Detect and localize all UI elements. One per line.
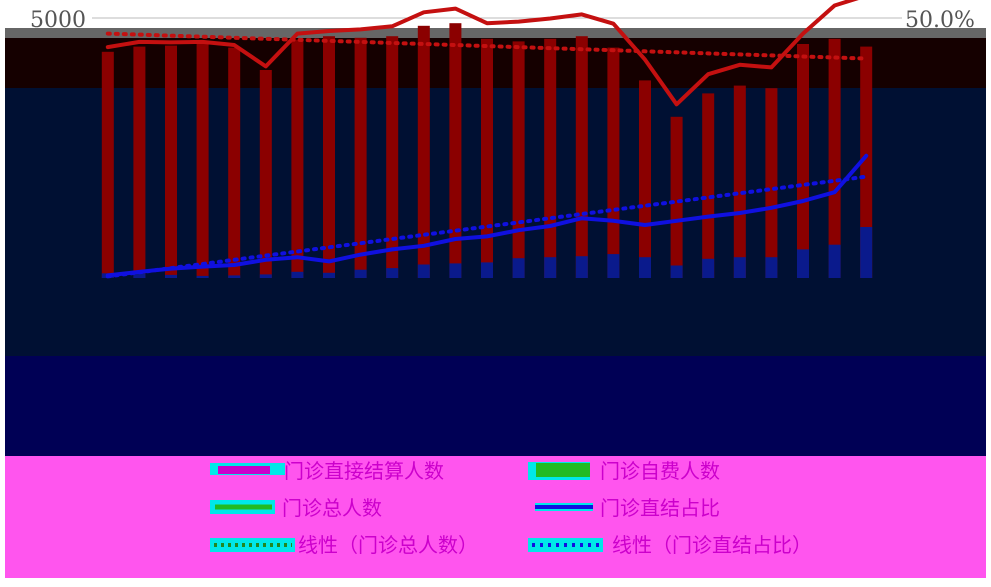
bar-direct-16 bbox=[607, 47, 620, 278]
bar-direct-14 bbox=[544, 38, 557, 278]
series-line-2 bbox=[105, 0, 859, 107]
left-axis-top-label: 5000 bbox=[30, 8, 86, 33]
legend-label-ratio-trend: 线性（门诊直结占比） bbox=[612, 533, 812, 557]
legend-item-ratio: 门诊直结占比 bbox=[535, 496, 720, 520]
series-line-5 bbox=[105, 174, 869, 279]
chart-frame bbox=[5, 28, 986, 38]
bar-self-pay-19 bbox=[702, 258, 715, 278]
bar-self-pay-13 bbox=[512, 258, 525, 278]
legend-swatch-total-trend bbox=[210, 538, 295, 552]
bar-direct-8 bbox=[354, 37, 367, 278]
bar-self-pay-24 bbox=[860, 227, 873, 278]
bar-self-pay-18 bbox=[670, 265, 683, 278]
bar-direct-0 bbox=[101, 51, 114, 278]
bar-self-pay-15 bbox=[575, 256, 588, 278]
legend-swatch-direct-fill bbox=[218, 466, 270, 474]
legend-item-total: 门诊总人数 bbox=[210, 496, 382, 520]
bar-direct-23 bbox=[828, 38, 841, 278]
bar-self-pay-1 bbox=[133, 273, 146, 278]
bar-self-pay-10 bbox=[417, 264, 430, 278]
legend-item-total-trend: 线性（门诊总人数） bbox=[210, 533, 478, 557]
bar-self-pay-17 bbox=[639, 257, 651, 278]
legend-label-self-pay: 门诊自费人数 bbox=[600, 459, 720, 483]
legend: 门诊直接结算人数 门诊自费人数 门诊总人数 门诊直结占比 线性（门诊总人数） bbox=[210, 459, 812, 557]
series-line-4 bbox=[105, 31, 869, 61]
bar-direct-9 bbox=[386, 36, 399, 279]
bar-self-pay-14 bbox=[544, 257, 557, 278]
bar-direct-3 bbox=[196, 44, 209, 278]
bar-self-pay-4 bbox=[228, 275, 241, 278]
bar-direct-22 bbox=[797, 44, 809, 278]
legend-label-direct: 门诊直接结算人数 bbox=[284, 459, 444, 483]
bar-direct-17 bbox=[639, 80, 651, 279]
legend-area bbox=[5, 456, 986, 578]
bar-self-pay-3 bbox=[196, 275, 209, 278]
category-band-2 bbox=[5, 356, 986, 456]
bar-direct-11 bbox=[449, 23, 462, 279]
legend-label-total: 门诊总人数 bbox=[282, 496, 382, 520]
bar-self-pay-16 bbox=[607, 254, 620, 278]
bar-direct-12 bbox=[481, 38, 493, 278]
legend-label-total-trend: 线性（门诊总人数） bbox=[298, 533, 478, 557]
bar-direct-15 bbox=[575, 36, 588, 279]
bar-direct-18 bbox=[670, 116, 683, 278]
bar-direct-19 bbox=[702, 93, 715, 279]
bars bbox=[101, 23, 873, 279]
bar-self-pay-11 bbox=[449, 263, 462, 278]
bar-self-pay-2 bbox=[165, 274, 177, 278]
bar-self-pay-8 bbox=[354, 269, 367, 278]
bar-self-pay-7 bbox=[323, 272, 335, 278]
legend-swatch-self-pay-fill bbox=[536, 463, 590, 477]
bar-self-pay-6 bbox=[291, 271, 304, 278]
lines bbox=[105, 0, 869, 279]
bar-direct-7 bbox=[323, 36, 335, 279]
bar-self-pay-5 bbox=[259, 274, 272, 278]
category-band bbox=[5, 286, 986, 356]
legend-item-self-pay: 门诊自费人数 bbox=[528, 459, 720, 483]
bar-self-pay-23 bbox=[828, 244, 841, 278]
series-line-3 bbox=[105, 153, 869, 278]
legend-item-ratio-trend: 线性（门诊直结占比） bbox=[528, 533, 812, 557]
bar-direct-6 bbox=[291, 39, 304, 278]
legend-item-direct: 门诊直接结算人数 bbox=[210, 459, 444, 483]
bar-self-pay-22 bbox=[797, 249, 809, 278]
bar-direct-4 bbox=[228, 47, 241, 278]
bar-direct-24 bbox=[860, 46, 873, 278]
bar-direct-21 bbox=[765, 88, 778, 278]
bar-direct-2 bbox=[165, 45, 177, 278]
bar-self-pay-20 bbox=[733, 257, 746, 278]
bar-direct-20 bbox=[733, 85, 746, 278]
bar-self-pay-9 bbox=[386, 268, 399, 278]
bar-direct-5 bbox=[259, 70, 272, 278]
bar-direct-1 bbox=[133, 46, 146, 278]
bar-self-pay-12 bbox=[481, 262, 493, 278]
legend-label-ratio: 门诊直结占比 bbox=[600, 496, 720, 520]
bar-direct-10 bbox=[417, 25, 430, 278]
bar-direct-13 bbox=[512, 41, 525, 279]
bar-self-pay-21 bbox=[765, 257, 778, 278]
right-axis-top-label: 50.0% bbox=[905, 8, 975, 33]
